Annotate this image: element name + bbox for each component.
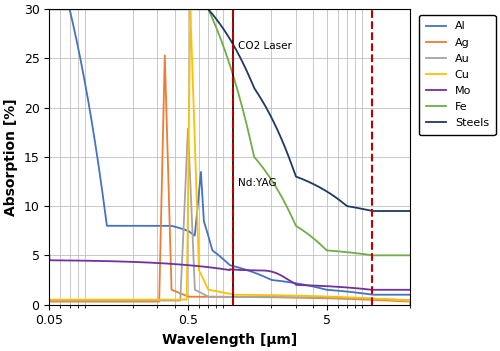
Line: Au: Au (50, 128, 410, 305)
Ag (407, 303, 413, 307)
Au (46, 298, 52, 303)
Ag (400, 299, 406, 303)
Ag (200, 294, 206, 299)
Mo (369, 288, 375, 292)
Al (46, 7, 52, 11)
Y-axis label: Absorption [%]: Absorption [%] (4, 98, 18, 216)
Mo (407, 288, 413, 292)
Ag (88, 299, 94, 304)
Fe (184, 7, 190, 11)
Text: CO2 Laser: CO2 Laser (238, 41, 292, 51)
Steels (184, 7, 190, 11)
Fe (369, 253, 375, 257)
Fe (46, 7, 52, 11)
Fe (407, 253, 413, 257)
Au (400, 298, 406, 302)
Mo (400, 288, 406, 292)
Al (200, 211, 206, 215)
Cu (46, 298, 52, 302)
Steels (46, 7, 52, 11)
Au (109, 298, 115, 303)
Au (184, 133, 190, 137)
Steels (361, 207, 367, 211)
Cu (88, 298, 94, 302)
Al (184, 229, 190, 233)
Line: Cu: Cu (50, 11, 410, 305)
Ag (162, 53, 168, 58)
Fe (200, 7, 206, 11)
Steels (88, 7, 94, 11)
Cu (407, 303, 413, 307)
Cu (188, 9, 194, 13)
Fe (361, 252, 367, 256)
Legend: Al, Ag, Au, Cu, Mo, Fe, Steels: Al, Ag, Au, Cu, Mo, Fe, Steels (419, 15, 496, 135)
Steels (407, 209, 413, 213)
Cu (200, 277, 206, 281)
X-axis label: Wavelength [μm]: Wavelength [μm] (162, 333, 298, 347)
Text: Nd:YAG: Nd:YAG (238, 178, 277, 188)
Line: Al: Al (50, 9, 410, 295)
Au (200, 292, 206, 296)
Line: Fe: Fe (50, 9, 410, 255)
Ag (46, 299, 52, 304)
Steels (400, 209, 406, 213)
Al (400, 293, 406, 297)
Ag (109, 299, 115, 304)
Ag (185, 294, 191, 299)
Ag (361, 297, 367, 302)
Mo (109, 259, 115, 263)
Au (185, 126, 191, 131)
Steels (200, 7, 206, 11)
Mo (88, 259, 94, 263)
Mo (184, 263, 190, 267)
Fe (400, 253, 406, 257)
Line: Mo: Mo (50, 255, 410, 290)
Al (109, 224, 115, 228)
Mo (200, 265, 206, 269)
Al (369, 293, 375, 297)
Cu (184, 225, 190, 230)
Au (88, 298, 94, 303)
Line: Ag: Ag (50, 55, 410, 305)
Steels (109, 7, 115, 11)
Au (361, 296, 367, 300)
Line: Steels: Steels (50, 9, 410, 211)
Al (88, 112, 94, 116)
Mo (46, 253, 52, 257)
Cu (400, 298, 406, 303)
Fe (88, 7, 94, 11)
Au (407, 303, 413, 307)
Cu (361, 296, 367, 300)
Al (407, 293, 413, 297)
Steels (369, 209, 375, 213)
Fe (109, 7, 115, 11)
Mo (361, 287, 367, 291)
Cu (109, 298, 115, 302)
Al (361, 291, 367, 296)
